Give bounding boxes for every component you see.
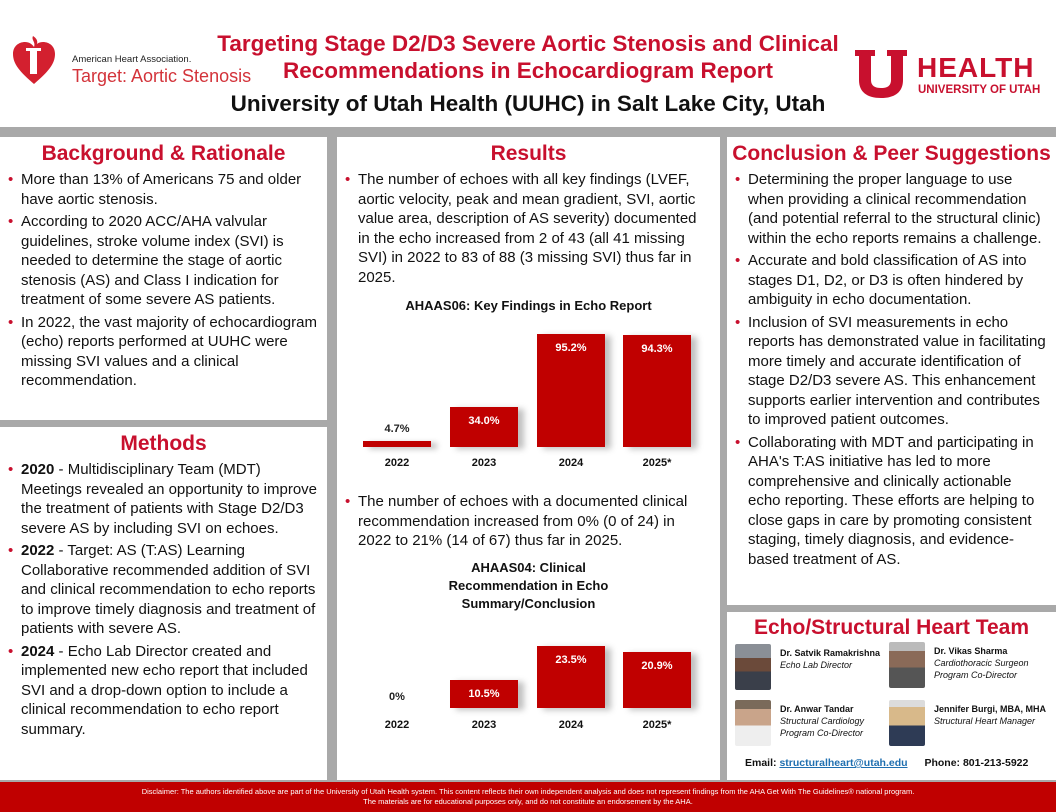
poster-header: American Heart Association. Target: Aort… <box>0 0 1056 127</box>
data-label: 20.9% <box>641 660 673 673</box>
member-role: Cardiothoracic Surgeon <box>934 658 1029 668</box>
bar-2022 <box>363 441 431 447</box>
chart-title: AHAAS04: Clinical Recommendation in Echo… <box>448 559 609 611</box>
disclaimer-line: Disclaimer: The authors identified above… <box>141 787 915 796</box>
team-member: Dr. Anwar Tandar Structural Cardiology P… <box>735 700 895 752</box>
member-role: Structural Cardiology <box>780 716 865 726</box>
bar-2025* <box>623 652 691 709</box>
data-label: 23.5% <box>555 653 587 666</box>
health-wordmark: HEALTH <box>917 52 1035 83</box>
member-role: Echo Lab Director <box>780 660 853 670</box>
methods-year: 2022 <box>21 542 55 559</box>
methods-title: Methods <box>120 432 207 455</box>
member-photo <box>889 642 925 688</box>
methods-item: 2022 - Target: AS (T:AS) Learning Collab… <box>8 541 319 639</box>
data-label: 10.5% <box>468 688 500 701</box>
x-tick-label: 2025* <box>642 718 672 731</box>
conclusion-item: Accurate and bold classification of AS i… <box>735 251 1048 310</box>
poster-subtitle: University of Utah Health (UUHC) in Salt… <box>230 91 826 116</box>
x-tick-label: 2025* <box>642 457 672 469</box>
email-link[interactable]: structuralheart@utah.edu <box>779 757 908 769</box>
member-role: Program Co-Director <box>780 728 864 738</box>
team-title: Echo/Structural Heart Team <box>753 616 1030 639</box>
team-panel: Echo/Structural Heart Team Dr. Satvik Ra… <box>727 612 1056 780</box>
conclusion-item: Determining the proper language to use w… <box>735 170 1048 248</box>
contact-info: Email: structuralheart@utah.edu Phone: 8… <box>745 757 1028 769</box>
aha-program-name: Target: Aortic Stenosis <box>72 66 252 86</box>
data-label: 4.7% <box>384 423 410 436</box>
aha-org-name: American Heart Association. <box>72 54 192 65</box>
phone-text: Phone: 801-213-5922 <box>924 757 1029 769</box>
member-role: Structural Heart Manager <box>934 716 1036 726</box>
x-tick-label: 2023 <box>471 718 497 731</box>
member-name: Dr. Vikas Sharma <box>934 646 1008 656</box>
aha-target-as-logo: American Heart Association. Target: Aort… <box>12 34 262 90</box>
disclaimer-footer: Disclaimer: The authors identified above… <box>0 782 1056 812</box>
member-photo <box>735 700 771 746</box>
results-item: The number of echoes with a documented c… <box>345 492 712 551</box>
university-of-utah-health-logo: HEALTH UNIVERSITY OF UTAH <box>855 50 1045 100</box>
methods-year: 2020 <box>21 461 55 478</box>
email-label: Email: <box>745 757 780 769</box>
background-title: Background & Rationale <box>41 142 286 165</box>
methods-text: - Multidisciplinary Team (MDT) Meetings … <box>21 461 318 537</box>
background-item: In 2022, the vast majority of echocardio… <box>8 313 319 391</box>
team-member: Dr. Vikas Sharma Cardiothoracic Surgeon … <box>889 642 1054 694</box>
x-tick-label: 2022 <box>384 457 410 469</box>
bar-2023 <box>450 680 518 709</box>
poster-title: Targeting Stage D2/D3 Severe Aortic Sten… <box>217 31 839 83</box>
x-tick-label: 2023 <box>471 457 497 469</box>
conclusion-title: Conclusion & Peer Suggestions <box>732 142 1051 165</box>
member-photo <box>889 700 925 746</box>
aha-heart-torch-icon <box>13 36 55 84</box>
member-photo <box>735 644 771 690</box>
bar-2024 <box>537 333 605 447</box>
methods-panel: Methods 2020 - Multidisciplinary Team (M… <box>0 427 327 780</box>
results-panel: Results The number of echoes with all ke… <box>337 137 720 780</box>
key-findings-chart: AHAAS06: Key Findings in Echo Report 4.7%… <box>337 297 720 482</box>
block-u-icon <box>855 50 907 98</box>
background-item: More than 13% of Americans 75 and older … <box>8 170 319 209</box>
methods-item: 2024 - Echo Lab Director created and imp… <box>8 642 319 740</box>
methods-text: - Target: AS (T:AS) Learning Collaborati… <box>21 542 316 637</box>
member-role: Program Co-Director <box>934 670 1018 680</box>
x-tick-label: 2024 <box>558 457 584 469</box>
background-panel: Background & Rationale More than 13% of … <box>0 137 327 420</box>
bar-2024 <box>537 645 605 709</box>
data-label: 95.2% <box>555 341 587 354</box>
member-name: Jennifer Burgi, MBA, MHA <box>934 704 1047 714</box>
team-member: Dr. Satvik Ramakrishna Echo Lab Director <box>735 644 895 696</box>
chart-title: AHAAS06: Key Findings in Echo Report <box>405 298 652 313</box>
methods-year: 2024 <box>21 642 55 660</box>
bar-2023 <box>450 406 518 447</box>
results-title: Results <box>490 142 567 165</box>
university-wordmark: UNIVERSITY OF UTAH <box>918 84 1041 96</box>
bar-2025* <box>623 334 691 447</box>
conclusion-item: Inclusion of SVI measurements in echo re… <box>735 313 1048 430</box>
x-tick-label: 2024 <box>558 718 584 731</box>
x-tick-label: 2022 <box>384 718 410 731</box>
methods-text: - Echo Lab Director created and implemen… <box>21 642 308 738</box>
data-label: 0% <box>389 690 405 703</box>
data-label: 34.0% <box>468 414 500 427</box>
conclusion-item: Collaborating with MDT and participating… <box>735 433 1048 570</box>
disclaimer-line: The materials are for educational purpos… <box>363 797 693 806</box>
results-item: The number of echoes with all key findin… <box>345 170 712 287</box>
conclusion-panel: Conclusion & Peer Suggestions Determinin… <box>727 137 1056 605</box>
member-name: Dr. Satvik Ramakrishna <box>780 648 881 658</box>
team-member: Jennifer Burgi, MBA, MHA Structural Hear… <box>889 700 1054 752</box>
background-item: According to 2020 ACC/AHA valvular guide… <box>8 212 319 310</box>
clinical-recommendation-chart: AHAAS04: Clinical Recommendation in Echo… <box>337 559 720 744</box>
member-name: Dr. Anwar Tandar <box>780 704 854 714</box>
methods-item: 2020 - Multidisciplinary Team (MDT) Meet… <box>8 460 319 538</box>
data-label: 94.3% <box>641 342 673 355</box>
